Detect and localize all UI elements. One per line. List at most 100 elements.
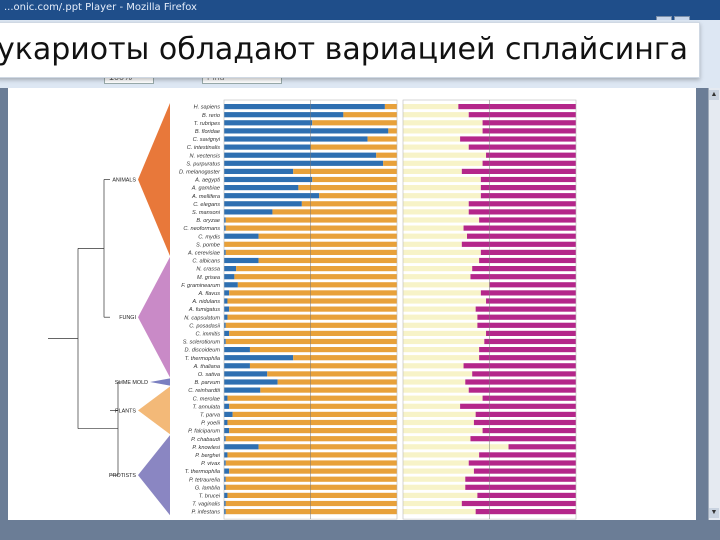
group-wedge-3: [138, 386, 170, 435]
group-wedge-4: [138, 435, 170, 516]
chart-axes: 050100Observed splice variants (%)050100…: [223, 99, 577, 520]
chart2-bar-series1: [403, 185, 481, 191]
group-label: FUNGI: [119, 315, 136, 321]
species-label: P. knowlesi: [192, 445, 220, 451]
chart1-bar-series2: [367, 136, 397, 142]
species-label: C. immitis: [195, 332, 220, 338]
chart2-bar-series1: [403, 338, 485, 345]
chart2-bar-series1: [403, 144, 469, 150]
species-label: M. grisea: [197, 275, 220, 281]
viewer-background-left: [0, 88, 8, 540]
species-label: T. thermophila: [185, 356, 220, 362]
chart1-bar-series1: [224, 322, 226, 328]
chart1-bar-series2: [225, 225, 397, 231]
chart2-bar-series1: [403, 379, 466, 385]
chart2-bar-series2: [486, 152, 576, 158]
chart1-bar-series2: [227, 395, 397, 401]
chart1-bar-series1: [224, 217, 226, 223]
species-label: B. parvum: [195, 380, 221, 386]
chart1-bar-series2: [225, 249, 397, 255]
species-label: P. yoelii: [201, 421, 221, 427]
vertical-scrollbar[interactable]: [708, 88, 720, 520]
chart2-bar-series2: [479, 347, 576, 353]
species-label: T. annulata: [193, 404, 220, 410]
species-label: G. lamblia: [195, 485, 220, 491]
species-label: S. purpuratus: [186, 161, 220, 167]
chart2-bar-series1: [403, 201, 469, 207]
species-label: A. thaliana: [193, 364, 220, 370]
chart2-bar-series2: [461, 500, 576, 507]
chart2-bar-series1: [403, 509, 476, 515]
chart2-bar-series1: [403, 274, 471, 280]
chart2-bar-series1: [403, 306, 476, 312]
chart2-bar-series2: [461, 168, 576, 174]
chart1-bar-series1: [224, 176, 313, 183]
chart1-bar-series1: [224, 403, 230, 409]
chart1-bar-series2: [343, 112, 397, 118]
chart1-bar-series1: [224, 452, 228, 458]
chart2-bar-series2: [463, 225, 576, 231]
chart1-bar-series1: [224, 509, 226, 515]
chart2-bar-series2: [470, 436, 576, 442]
chart1-bar-series1: [224, 201, 302, 207]
chart2-bar-series1: [403, 136, 461, 142]
window-title: ...onic.com/.ppt Player - Mozilla Firefo…: [4, 2, 197, 13]
chart1-bar-series1: [224, 347, 250, 353]
chart1-bar-series1: [224, 330, 230, 336]
group-wedge-1: [138, 256, 170, 378]
scroll-down-icon[interactable]: ▼: [709, 508, 719, 518]
chart1-bar-series1: [224, 233, 259, 239]
species-label: T. rubripes: [194, 121, 220, 127]
group-wedge-0: [138, 103, 170, 256]
species-labels: H. sapiens B. rerio T. rubripes B. floridae…: [179, 105, 221, 516]
species-label: A. aegypti: [194, 178, 221, 184]
chart1-bar-series2: [225, 484, 397, 490]
species-label: S. pombe: [196, 242, 220, 248]
chart2-bar-series1: [403, 411, 476, 417]
chart1-bar-series2: [225, 338, 397, 345]
chart2-bar-series2: [468, 112, 576, 118]
species-label: P. infestans: [191, 510, 220, 516]
chart1-bar-series1: [224, 371, 268, 377]
species-label: T. brucei: [199, 494, 221, 500]
chart2-bar-series1: [403, 355, 480, 361]
species-label: N. vectensis: [190, 153, 221, 159]
chart1-bar-series1: [224, 363, 250, 369]
chart2-bar-series2: [458, 104, 576, 110]
chart1-bar-series1: [224, 193, 320, 199]
chart2-bar-series1: [403, 452, 480, 458]
chart2-bar-series1: [403, 120, 483, 126]
species-label: T. vaginalis: [192, 502, 220, 508]
chart1-bar-series1: [224, 500, 226, 507]
species-label: D. discoideum: [185, 348, 221, 354]
chart2-bar-series1: [403, 436, 471, 442]
chart2-bars: [403, 104, 576, 515]
chart1-bar-series2: [376, 152, 397, 158]
chart2-bar-series2: [486, 298, 576, 304]
chart1-bar-series1: [224, 411, 233, 417]
chart1-bar-series2: [258, 444, 397, 450]
chart2-bar-series1: [403, 347, 480, 353]
group-label: ANIMALS: [112, 178, 136, 184]
chart1-bar-series1: [224, 476, 226, 482]
scroll-up-icon[interactable]: ▲: [709, 90, 719, 100]
chart2-bar-series2: [475, 411, 576, 417]
chart1-bar-series2: [234, 274, 397, 280]
chart1-bar-series2: [258, 233, 397, 239]
group-label: PROTISTS: [109, 473, 136, 479]
chart2-bar-series2: [477, 322, 576, 328]
chart2-bar-series2: [484, 338, 576, 345]
chart2-bar-series1: [403, 168, 462, 174]
chart1-bar-series2: [229, 468, 397, 474]
chart2-bar-series2: [477, 492, 576, 498]
chart2-bar-series1: [403, 403, 461, 409]
chart2-bar-series2: [473, 468, 576, 474]
species-label: B. floridae: [195, 129, 220, 135]
chart1-bar-series2: [293, 355, 397, 361]
species-label: B. oryzae: [196, 218, 220, 224]
species-label: C. albicans: [192, 259, 220, 265]
chart1-bar-series2: [225, 436, 397, 442]
chart2-bar-series2: [480, 193, 576, 199]
chart1-bar-series1: [224, 120, 313, 126]
chart2-bar-series1: [403, 468, 474, 474]
